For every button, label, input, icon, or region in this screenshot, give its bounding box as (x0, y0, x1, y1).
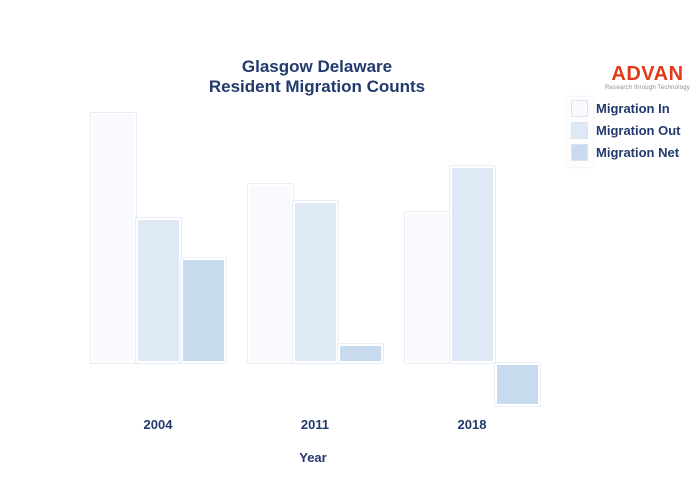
legend-swatch-migration-net (572, 145, 587, 160)
bar-migration-out-2011 (293, 200, 338, 363)
legend-swatch-migration-in (572, 101, 587, 116)
bar-migration-net-2018 (495, 363, 540, 406)
advan-logo-wordmark: ADVAN (611, 62, 684, 85)
chart-title: Glasgow Delaware Resident Migration Coun… (117, 57, 517, 97)
legend-label-migration-out: Migration Out (596, 123, 681, 138)
advan-logo-tagline: Research through Technology (604, 84, 690, 91)
legend-swatch-migration-out (572, 123, 587, 138)
x-tick-label-2004: 2004 (143, 417, 173, 432)
bar-migration-out-2004 (136, 218, 181, 363)
chart-title-line1: Glasgow Delaware (241, 57, 393, 76)
legend-item-migration-in: Migration In (567, 101, 681, 116)
legend-label-migration-in: Migration In (596, 101, 670, 116)
chart-legend: Migration In Migration Out Migration Net (567, 97, 681, 167)
x-axis-title: Year (299, 450, 327, 465)
bar-migration-in-2018 (405, 211, 450, 363)
bar-migration-out-2018 (450, 165, 495, 363)
legend-label-migration-net: Migration Net (596, 145, 680, 160)
chart-title-line2: Resident Migration Counts (208, 77, 426, 96)
x-tick-label-2011: 2011 (300, 417, 330, 432)
legend-item-migration-out: Migration Out (567, 123, 681, 138)
x-tick-label-2018: 2018 (457, 417, 487, 432)
legend-item-migration-net: Migration Net (567, 145, 681, 160)
advan-logo: ADVAN Research through Technology (598, 58, 697, 96)
bar-migration-in-2004 (91, 113, 136, 363)
bar-migration-net-2011 (338, 344, 383, 363)
bar-migration-in-2011 (248, 184, 293, 363)
bar-migration-net-2004 (181, 258, 226, 363)
